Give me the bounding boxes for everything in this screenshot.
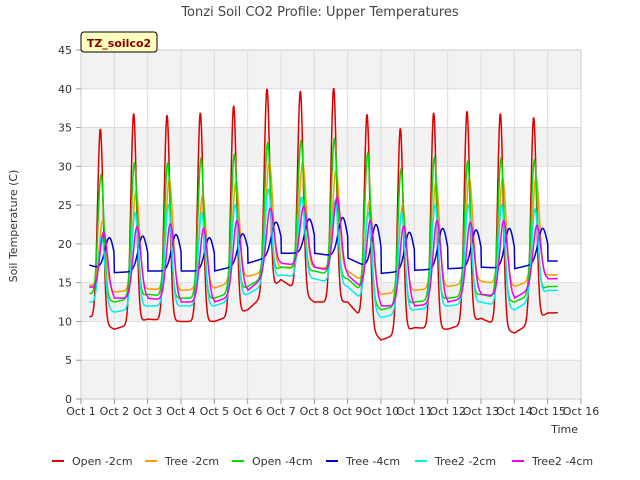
x-tick-label: Oct 10: [363, 405, 400, 418]
x-tick-label: Oct 13: [463, 405, 500, 418]
plot-frame: [80, 49, 582, 400]
x-tick-label: Oct 15: [529, 405, 566, 418]
series-line: [89, 161, 558, 296]
y-tick-label: 5: [65, 354, 72, 367]
x-tick-label: Oct 2: [100, 405, 130, 418]
legend-label: Tree2 -2cm: [434, 455, 496, 468]
legend-label: Open -4cm: [252, 455, 313, 468]
y-tick-label: 20: [58, 238, 72, 251]
x-tick-label: Oct 16: [563, 405, 600, 418]
series-line: [89, 87, 559, 341]
x-tick-label: Oct 9: [333, 405, 363, 418]
x-tick-label: Oct 3: [133, 405, 163, 418]
x-tick-label: Oct 6: [233, 405, 263, 418]
badge-label: TZ_soilco2: [87, 37, 151, 50]
x-tick-label: Oct 1: [66, 405, 96, 418]
x-tick-label: Oct 12: [429, 405, 466, 418]
y-tick-label: 40: [58, 83, 72, 96]
legend-label: Tree2 -4cm: [531, 455, 593, 468]
x-tick-label: Oct 8: [300, 405, 330, 418]
series-line: [89, 196, 558, 307]
badge: TZ_soilco2: [80, 31, 158, 53]
y-axis-label: Soil Temperature (C): [7, 170, 20, 283]
grid-band: [81, 50, 581, 89]
y-tick-label: 15: [58, 277, 72, 290]
x-tick-label: Oct 5: [200, 405, 230, 418]
grid-band: [81, 282, 581, 322]
x-axis-label: Time: [550, 423, 578, 436]
plot-area: 0 5 10 15 20 25 30 35 40 45 Oct 1 Oct 2 Oct 3 Oct 4 Oc…: [58, 44, 599, 418]
x-tick-label: Oct 14: [496, 405, 533, 418]
legend: Open -2cm Tree -2cm Open -4cm Tree -4cm Tree…: [52, 455, 593, 468]
grid-band: [81, 360, 581, 399]
x-tick-label: Oct 4: [166, 405, 196, 418]
x-tick-label: Oct 7: [266, 405, 296, 418]
y-tick-label: 35: [58, 122, 72, 135]
legend-label: Tree -4cm: [345, 455, 400, 468]
chart-title: Tonzi Soil CO2 Profile: Upper Temperatur…: [180, 5, 459, 20]
x-tick-label: Oct 11: [396, 405, 433, 418]
y-tick-label: 10: [58, 315, 72, 328]
y-tick-label: 30: [58, 160, 72, 173]
y-tick-label: 0: [65, 393, 72, 406]
series-line: [89, 216, 558, 275]
y-tick-label: 25: [58, 199, 72, 212]
legend-label: Tree -2cm: [164, 455, 219, 468]
legend-label: Open -2cm: [72, 455, 133, 468]
series-line: [89, 188, 558, 319]
y-tick-label: 45: [58, 44, 72, 57]
series-line: [89, 137, 558, 311]
